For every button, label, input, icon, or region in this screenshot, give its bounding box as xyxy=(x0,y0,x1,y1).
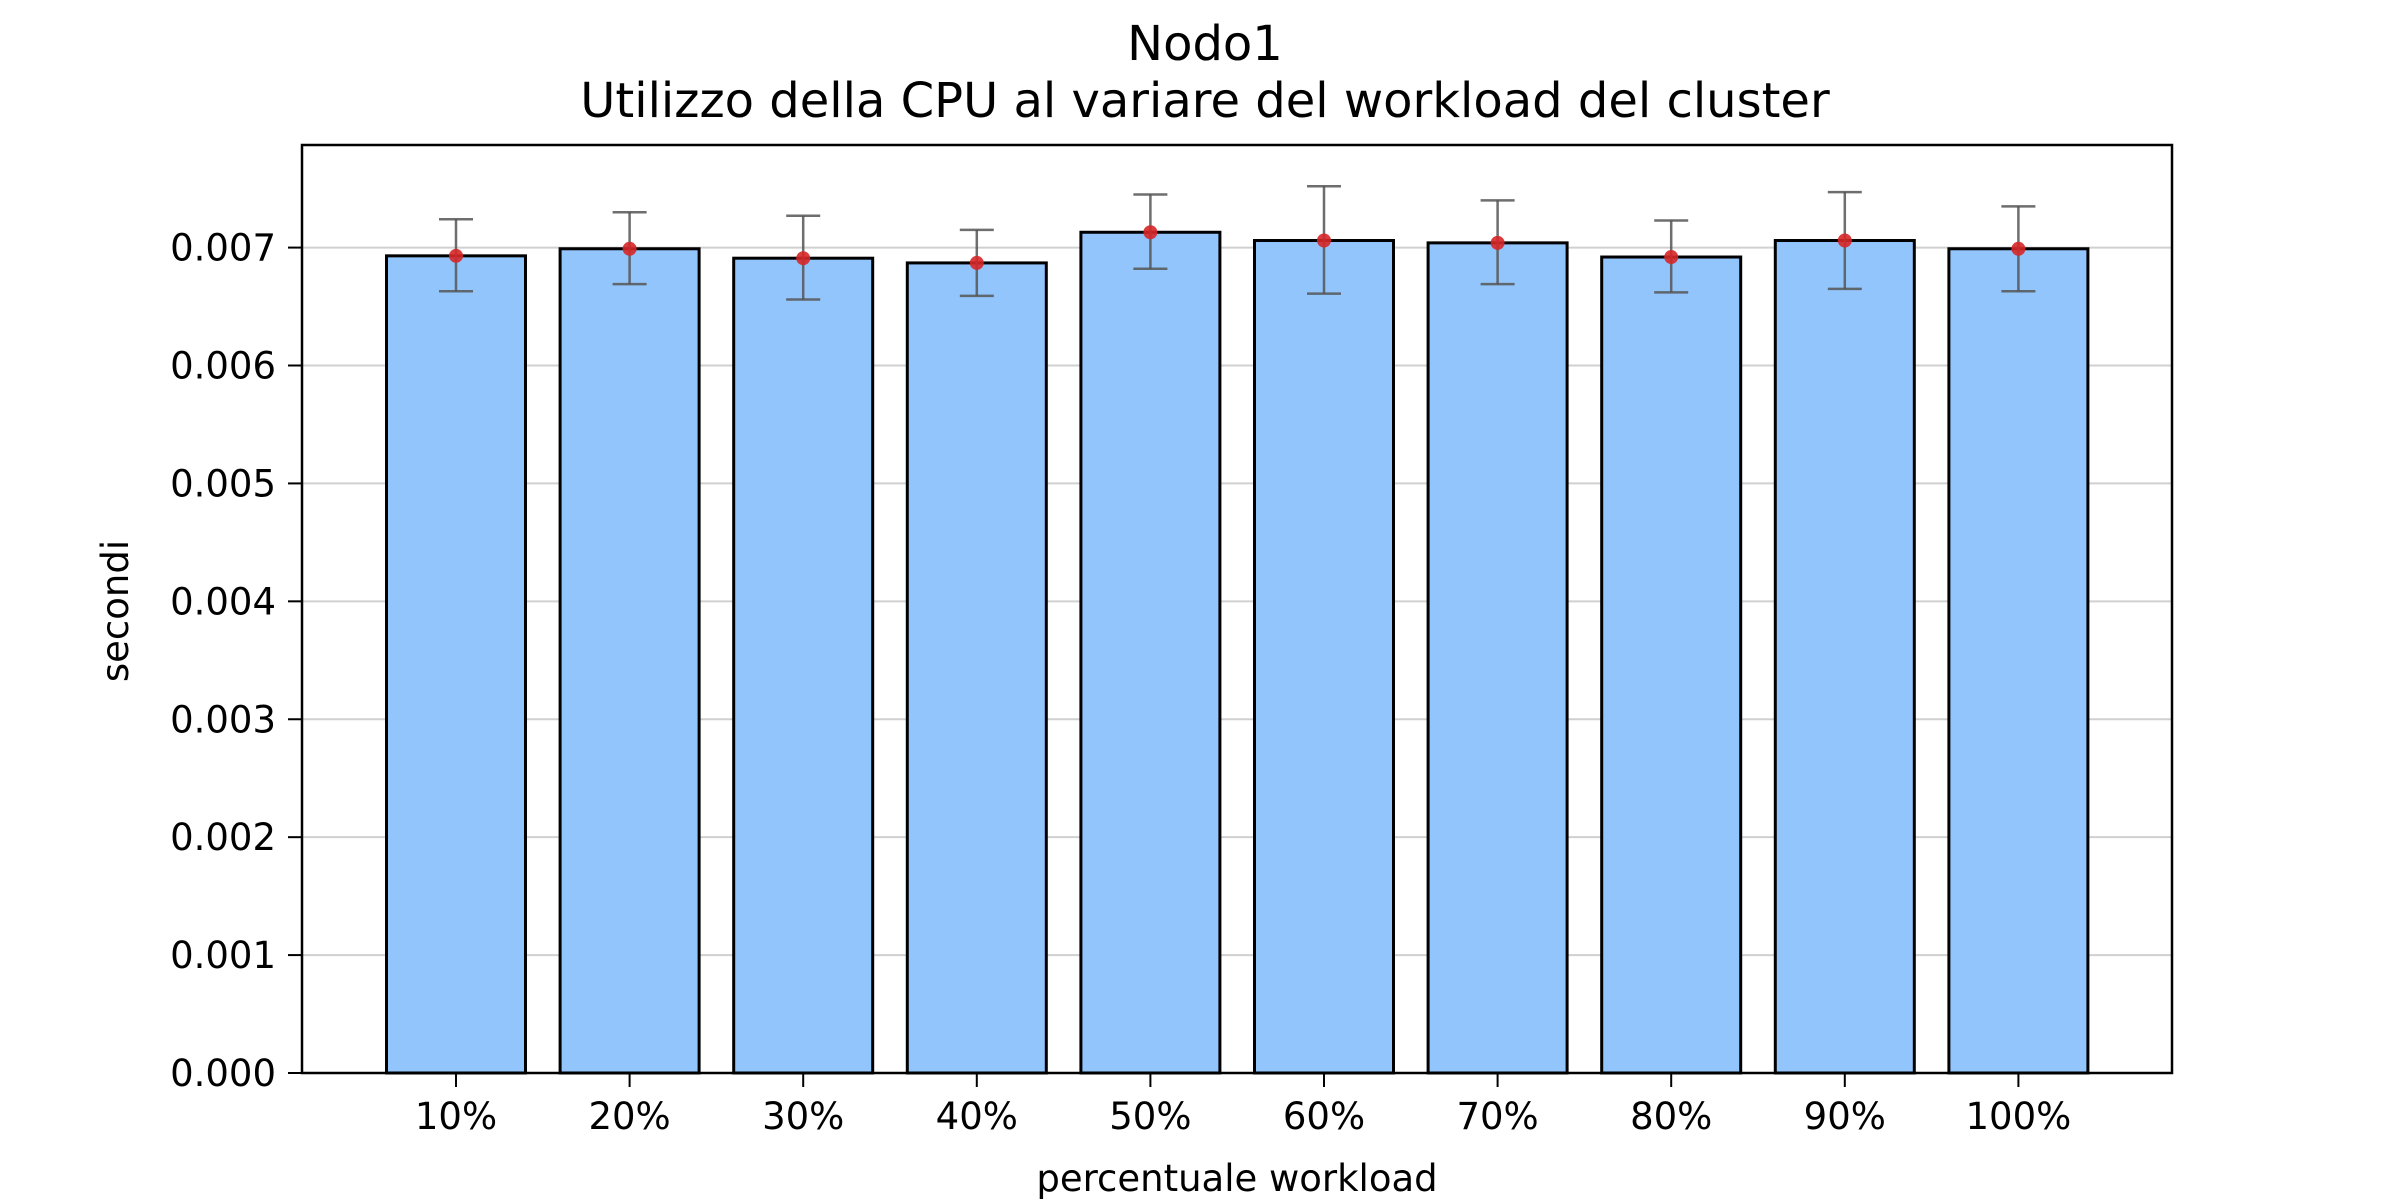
x-tick-label: 40% xyxy=(936,1095,1018,1138)
y-tick-label: 0.005 xyxy=(170,462,276,505)
bar xyxy=(1253,239,1395,1075)
mean-marker xyxy=(1317,233,1331,248)
mean-marker xyxy=(622,241,637,256)
x-tick-label: 10% xyxy=(415,1095,497,1138)
x-tick-label: 30% xyxy=(762,1095,844,1138)
mean-markers xyxy=(449,225,2026,270)
y-tick-label: 0.004 xyxy=(170,580,276,623)
bar xyxy=(1426,241,1569,1075)
mean-marker xyxy=(1664,250,1679,265)
x-tick-label: 100% xyxy=(1966,1095,2072,1138)
mean-marker xyxy=(449,248,463,263)
bars xyxy=(385,230,2090,1075)
plot-frame xyxy=(300,143,2174,1075)
y-tick-label: 0.006 xyxy=(170,345,276,388)
mean-marker xyxy=(1143,225,1158,240)
mean-marker xyxy=(796,251,811,266)
bar xyxy=(1600,255,1743,1075)
bar xyxy=(1079,230,1222,1075)
bar xyxy=(732,256,875,1075)
mean-marker xyxy=(1490,235,1505,250)
chart-title: Nodo1 xyxy=(1127,16,1283,72)
x-tick-label: 90% xyxy=(1804,1095,1886,1138)
x-axis-label: percentuale workload xyxy=(1036,1157,1437,1200)
x-axis-ticks: 10% 20% 30% 40% 50% 60% 70% 80% 90% 100% xyxy=(415,1073,2071,1138)
y-axis-ticks: 0.000 0.001 0.002 0.003 0.004 0.005 0.006 0.007 xyxy=(170,227,302,1095)
bar xyxy=(905,261,1048,1075)
x-tick-label: 20% xyxy=(588,1095,670,1138)
x-tick-label: 50% xyxy=(1109,1095,1191,1138)
y-tick-label: 0.000 xyxy=(170,1052,276,1095)
y-axis-label: secondi xyxy=(94,540,137,682)
mean-marker xyxy=(1837,233,1852,248)
x-tick-label: 70% xyxy=(1456,1095,1538,1138)
chart-subtitle: Utilizzo della CPU al variare del worklo… xyxy=(580,73,1830,129)
bar xyxy=(385,254,527,1075)
bar xyxy=(558,247,701,1075)
bar xyxy=(1947,247,2090,1075)
y-tick-label: 0.001 xyxy=(170,934,276,977)
x-tick-label: 60% xyxy=(1283,1095,1365,1138)
bar xyxy=(1773,239,1916,1075)
x-tick-label: 80% xyxy=(1630,1095,1712,1138)
y-tick-label: 0.003 xyxy=(170,698,276,741)
mean-marker xyxy=(2011,241,2026,256)
mean-marker xyxy=(969,255,984,270)
y-tick-label: 0.007 xyxy=(170,227,276,270)
y-tick-label: 0.002 xyxy=(170,816,276,859)
